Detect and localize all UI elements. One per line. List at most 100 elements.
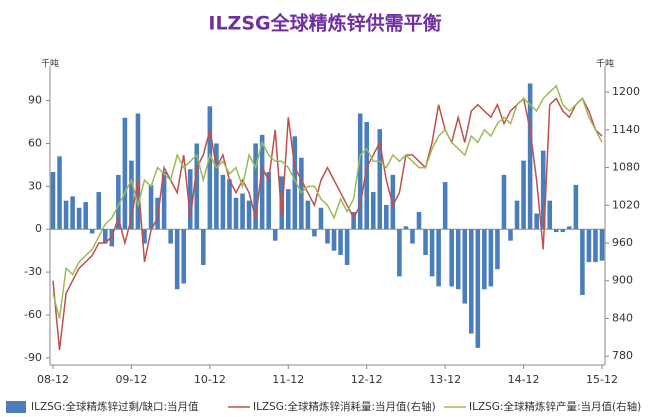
y-tick-label: 0 — [35, 222, 42, 235]
bar — [390, 174, 396, 230]
chart-title: ILZSG全球精炼锌供需平衡 — [208, 12, 441, 35]
bar — [63, 200, 69, 230]
bar — [553, 229, 559, 233]
bar — [318, 207, 324, 230]
bar — [174, 229, 180, 290]
bar — [593, 229, 598, 263]
x-tick-label: 09-12 — [115, 373, 147, 386]
bar — [410, 229, 415, 244]
bar — [423, 229, 428, 255]
y-tick-label: -90 — [24, 351, 42, 364]
bar — [580, 229, 585, 295]
bar — [416, 212, 422, 230]
bar — [495, 229, 500, 270]
bar — [508, 229, 513, 241]
bar — [142, 229, 147, 244]
x-tick-label: 15-12 — [586, 373, 618, 386]
bar — [259, 134, 265, 230]
y-tick-label: -60 — [24, 308, 42, 321]
bar — [194, 143, 200, 230]
bar — [462, 229, 468, 304]
y-tick-label: 60 — [28, 136, 42, 149]
bar — [534, 213, 539, 230]
bar — [567, 226, 572, 230]
bar — [70, 196, 75, 230]
x-tick-label: 08-12 — [37, 373, 69, 386]
y-tick-label: -30 — [24, 265, 42, 278]
y2-tick-label: 1020 — [612, 198, 640, 211]
bar — [521, 160, 526, 230]
bar — [344, 229, 350, 265]
bar — [357, 113, 363, 230]
y2-tick-label: 900 — [612, 274, 633, 287]
bar — [207, 106, 213, 230]
bar — [83, 202, 88, 230]
bar — [129, 160, 134, 230]
bar — [181, 229, 187, 284]
line — [52, 96, 603, 350]
bar — [331, 229, 337, 251]
bar — [338, 229, 343, 255]
x-tick-label: 11-12 — [272, 373, 304, 386]
bar — [272, 229, 278, 241]
bar — [468, 229, 474, 334]
bar — [599, 229, 605, 261]
bar — [109, 229, 115, 247]
bar — [312, 229, 317, 237]
bar — [482, 229, 487, 290]
bar — [586, 229, 592, 263]
bar — [384, 204, 389, 230]
y2-tick-label: 780 — [612, 349, 633, 362]
bar — [560, 229, 566, 233]
bar — [449, 229, 454, 287]
bar — [246, 200, 252, 230]
bar — [266, 172, 271, 230]
bar — [102, 229, 108, 244]
bar — [540, 150, 546, 230]
bar — [377, 129, 383, 230]
bar — [214, 143, 219, 230]
y2-tick-label: 840 — [612, 311, 633, 324]
legend-label: ILZSG:全球精炼锌产量:当月值(右轴) — [469, 400, 641, 413]
bar — [488, 229, 494, 287]
legend-label: ILZSG:全球精炼锌过剩/缺口:当月值 — [31, 400, 199, 413]
x-tick-label: 14-12 — [508, 373, 540, 386]
bar — [233, 197, 239, 230]
y-tick-label: 90 — [28, 94, 42, 107]
bar — [429, 229, 435, 277]
bar — [436, 229, 441, 287]
bar — [279, 176, 285, 230]
y2-tick-label: 1080 — [612, 161, 640, 174]
bar — [364, 122, 370, 230]
y-axis-unit: 千吨 — [41, 58, 59, 70]
x-tick-label: 10-12 — [194, 373, 226, 386]
bar — [370, 192, 376, 230]
legend-label: ILZSG:全球精炼锌消耗量:当月值(右轴) — [253, 400, 436, 413]
bar — [187, 169, 193, 230]
bar — [527, 83, 533, 230]
bar — [325, 229, 330, 244]
legend-swatch — [6, 401, 26, 413]
bar — [220, 174, 226, 230]
x-tick-label: 13-12 — [429, 373, 461, 386]
y-tick-label: 30 — [28, 179, 42, 192]
bar — [305, 200, 311, 230]
bar — [514, 200, 520, 230]
bar — [292, 136, 298, 230]
y2-tick-label: 1140 — [612, 123, 640, 136]
y2-tick-label: 960 — [612, 236, 633, 249]
line — [52, 84, 603, 319]
bar — [351, 212, 356, 230]
bar — [475, 229, 481, 348]
bar — [501, 174, 507, 230]
bar — [135, 113, 141, 230]
bar — [253, 143, 258, 230]
bar — [76, 207, 82, 230]
bar — [161, 172, 167, 230]
bar — [201, 229, 206, 265]
bar — [547, 200, 553, 230]
bar — [89, 229, 95, 234]
bar — [442, 182, 448, 230]
bar — [57, 156, 62, 230]
